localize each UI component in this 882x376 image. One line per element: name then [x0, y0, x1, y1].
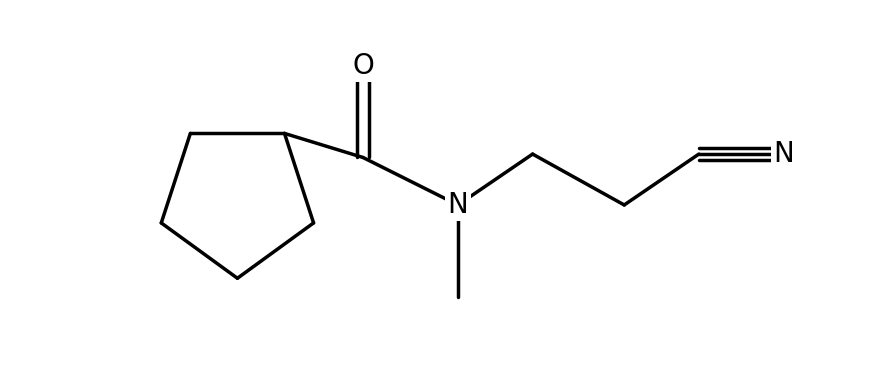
- Text: N: N: [447, 191, 468, 219]
- Text: N: N: [774, 140, 794, 168]
- Text: O: O: [352, 52, 374, 80]
